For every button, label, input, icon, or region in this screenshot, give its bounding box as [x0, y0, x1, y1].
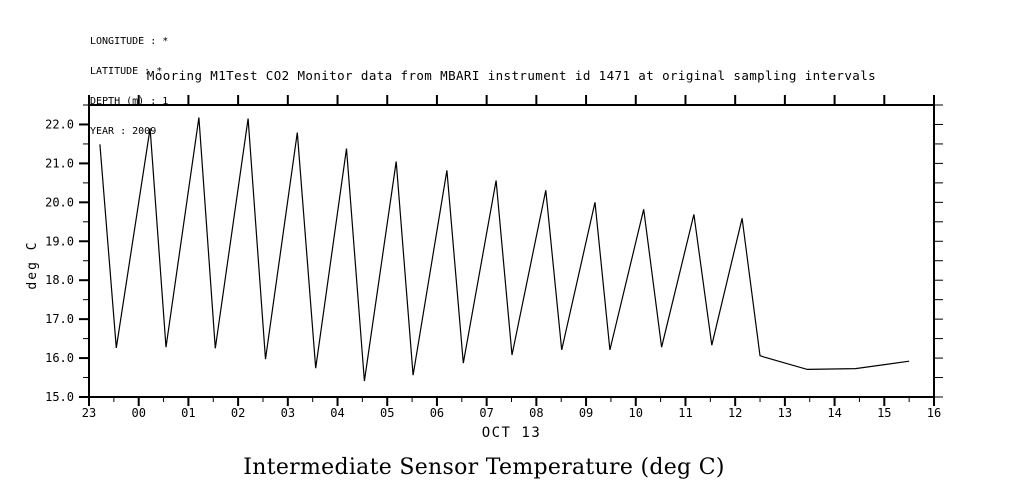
x-tick-label: 13	[778, 406, 792, 420]
x-tick-label: 11	[678, 406, 692, 420]
metadata-line-latitude: LATITUDE : *	[90, 66, 163, 77]
header-metadata: LONGITUDE : * LATITUDE : * DEPTH (m) : 1…	[90, 17, 168, 157]
x-tick-label: 23	[82, 406, 96, 420]
y-tick-label: 18.0	[45, 273, 74, 287]
x-tick-label: 10	[629, 406, 643, 420]
y-tick-label: 15.0	[45, 390, 74, 404]
y-tick-label: 22.0	[45, 117, 74, 131]
x-tick-label: 16	[927, 406, 941, 420]
metadata-line-year: YEAR : 2009	[90, 126, 157, 137]
x-tick-label: 12	[728, 406, 742, 420]
x-tick-label: 09	[579, 406, 593, 420]
y-tick-label: 20.0	[45, 195, 74, 209]
y-axis-title: deg C	[25, 240, 40, 289]
x-tick-label: 06	[430, 406, 444, 420]
axis-tick-labels: 23 00 01 02 03 04 05 06 07 08 09 10 11 12 13 14 15 16 15.0…	[45, 117, 941, 420]
figure-title: Intermediate Sensor Temperature (deg C)	[243, 455, 725, 480]
y-tick-label: 16.0	[45, 351, 74, 365]
x-tick-label: 07	[479, 406, 493, 420]
x-tick-label: 02	[231, 406, 245, 420]
x-tick-label: 08	[529, 406, 543, 420]
x-tick-label: 00	[131, 406, 145, 420]
x-tick-label: 05	[380, 406, 394, 420]
y-tick-label: 19.0	[45, 234, 74, 248]
x-tick-label: 03	[281, 406, 295, 420]
x-tick-label: 04	[330, 406, 344, 420]
axis-ticks	[79, 95, 943, 406]
x-tick-label: 14	[827, 406, 841, 420]
y-tick-label: 21.0	[45, 156, 74, 170]
x-tick-label: 15	[877, 406, 891, 420]
metadata-line-longitude: LONGITUDE : *	[90, 36, 169, 47]
x-tick-label: 01	[181, 406, 195, 420]
chart-title: Mooring M1Test CO2 Monitor data from MBA…	[146, 68, 877, 83]
x-axis-date-label: OCT 13	[481, 425, 542, 441]
metadata-line-depth: DEPTH (m) : 1	[90, 96, 169, 107]
y-tick-label: 17.0	[45, 312, 74, 326]
temperature-line	[99, 117, 910, 382]
